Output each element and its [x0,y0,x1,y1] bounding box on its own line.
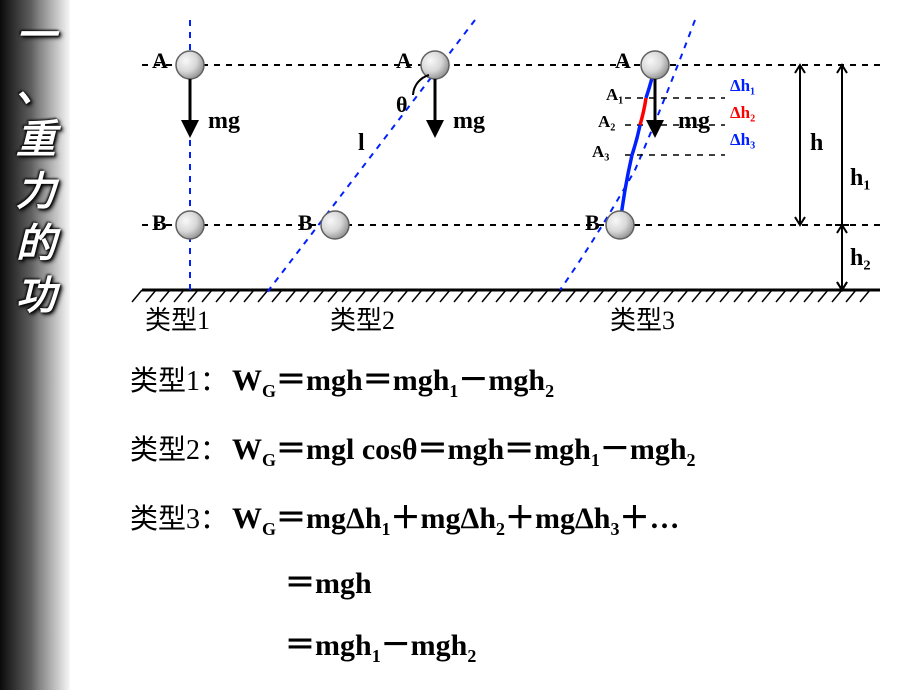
eq2-body: WG＝mgl cosθ＝mgh＝mgh1－mgh2 [232,433,696,466]
eq3-body: WG＝mgΔh1＋mgΔh2＋mgΔh3＋… [232,502,679,535]
label-dh2: Δh₂ [730,103,755,123]
sidebar: 一、重力的功 [0,0,70,690]
label-B-2: B [298,210,313,236]
label-B-1: B [152,210,167,236]
type1-caption: 类型1 [145,300,210,337]
equation-row-3: 类型3： WG＝mgΔh1＋mgΔh2＋mgΔh3＋… [130,493,890,540]
label-A3: A₃ [592,142,609,162]
label-h1: h₁ [850,165,871,192]
label-mg-1: mg [208,108,240,135]
eq3-cont2: ＝mgh1－mgh2 [285,629,476,662]
equation-row-3-cont2: ＝mgh1－mgh2 [130,620,890,667]
eq1-label: 类型1： [130,366,228,397]
eq3-cont1: ＝mgh [285,567,372,600]
label-mg-2: mg [453,108,485,135]
eq2-label: 类型2： [130,435,228,466]
label-h2: h₂ [850,245,871,272]
equation-row-1: 类型1： WG＝mgh＝mgh1－mgh2 [130,355,890,402]
label-mg-3: mg [678,108,710,135]
equations-block: 类型1： WG＝mgh＝mgh1－mgh2 类型2： WG＝mgl cosθ＝m… [130,355,890,689]
content-area: A B mg A B mg θ l A B mg A₁ A₂ A₃ Δh₁ Δh… [70,0,920,690]
label-h: h [810,130,823,157]
eq1-body: WG＝mgh＝mgh1－mgh2 [232,364,554,397]
label-A-2: A [396,48,412,74]
label-A2: A₂ [598,112,615,132]
sidebar-title: 一、重力的功 [14,10,58,322]
type3-caption: 类型3 [610,300,675,337]
equation-row-2: 类型2： WG＝mgl cosθ＝mgh＝mgh1－mgh2 [130,424,890,471]
label-B-3: B [585,210,600,236]
label-A-1: A [152,48,168,74]
equation-row-3-cont1: ＝mgh [130,558,890,602]
physics-diagram: A B mg A B mg θ l A B mg A₁ A₂ A₃ Δh₁ Δh… [70,0,920,340]
label-dh3: Δh₃ [730,130,755,150]
label-A1: A₁ [606,85,623,105]
eq3-label: 类型3： [130,504,228,535]
type2-caption: 类型2 [330,300,395,337]
diagram-svg [70,0,920,340]
label-A-3: A [615,48,631,74]
label-theta: θ [396,92,407,118]
label-dh1: Δh₁ [730,76,755,96]
label-l: l [358,130,365,157]
